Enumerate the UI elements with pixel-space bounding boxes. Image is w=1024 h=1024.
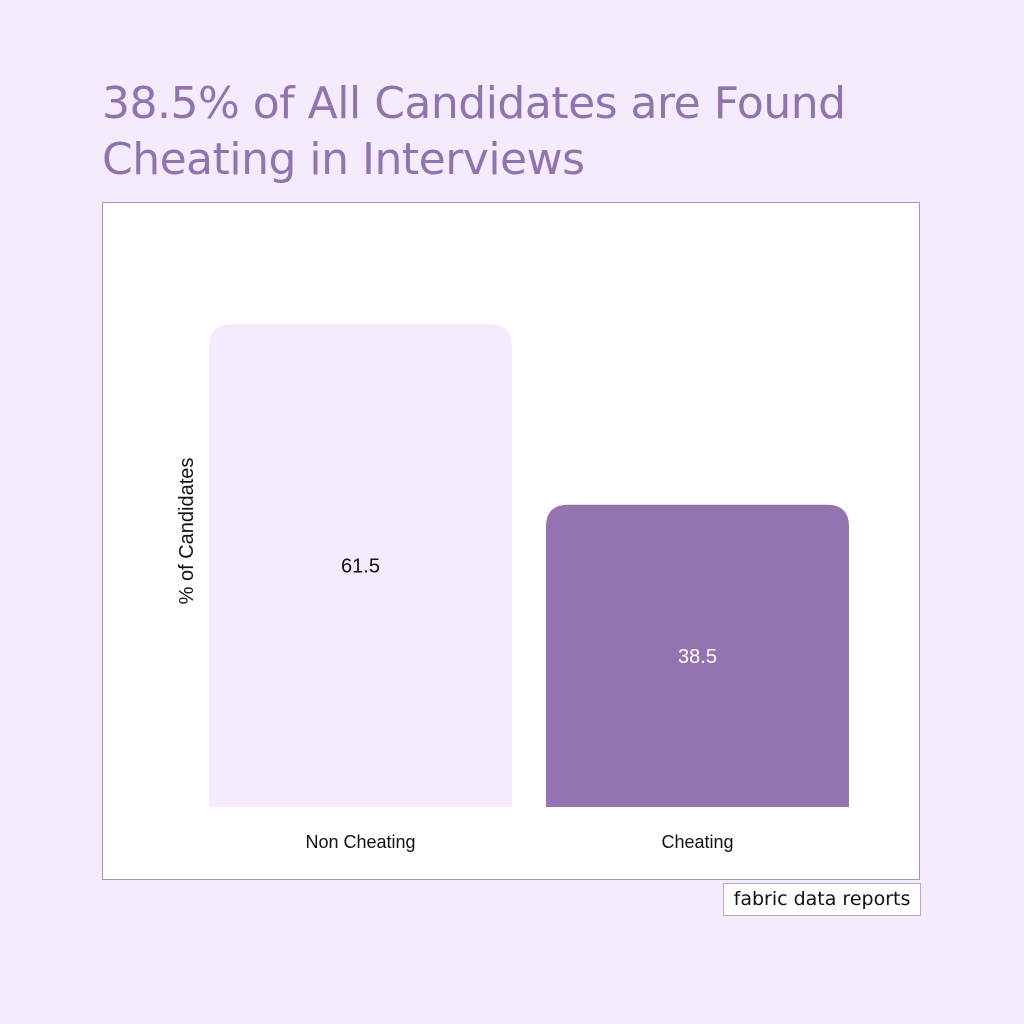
y-axis-label: % of Candidates	[176, 458, 198, 605]
bar-chart: % of Candidates 61.5 Non Cheating 38.5 Cheat…	[176, 324, 849, 852]
data-label-1: 38.5	[678, 646, 717, 668]
chart-frame: % of Candidates 61.5 Non Cheating 38.5 Cheat…	[102, 202, 920, 880]
bar-0	[209, 324, 512, 807]
source-credit: fabric data reports	[723, 883, 921, 916]
bar-1	[546, 504, 849, 807]
page-title: 38.5% of All Candidates are Found Cheati…	[102, 78, 846, 185]
data-label-0: 61.5	[341, 556, 380, 578]
x-tick-label-0: Non Cheating	[305, 832, 415, 852]
x-tick-label-1: Cheating	[661, 832, 733, 852]
